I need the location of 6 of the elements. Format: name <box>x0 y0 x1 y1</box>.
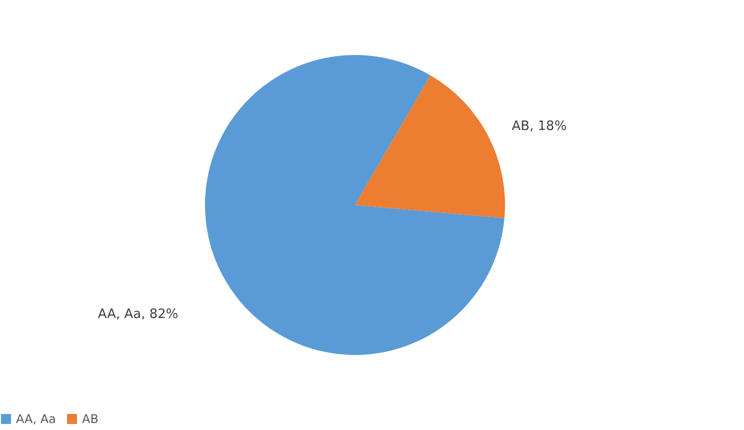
data-label: AA, Aa, 82% <box>98 307 178 322</box>
legend-label: AA, Aa <box>16 412 56 426</box>
data-label: AB, 18% <box>512 118 567 134</box>
pie-slice <box>205 55 504 355</box>
pie-slice <box>355 75 505 218</box>
legend-label: AB <box>82 412 98 426</box>
